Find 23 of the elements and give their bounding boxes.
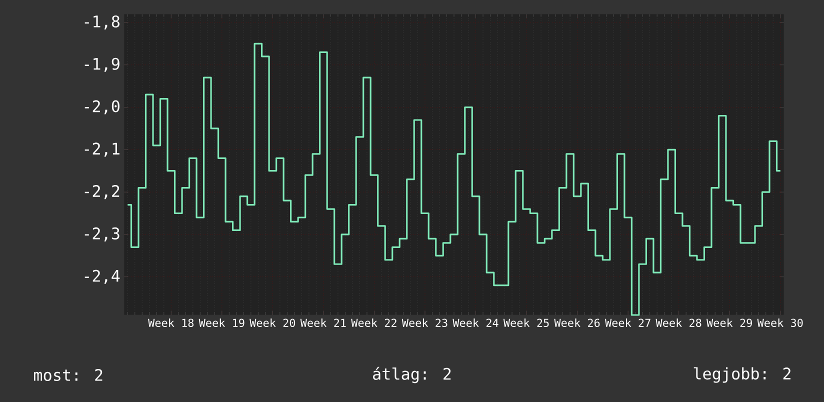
y-tick-label: -2,2 <box>84 185 120 200</box>
y-tick-label: -1,8 <box>84 15 120 30</box>
text: átlag: 2 <box>373 366 451 384</box>
x-tick-label: Week 18 <box>148 318 194 327</box>
x-tick-label: Week 22 <box>351 318 396 327</box>
x-tick-label: Week 20 <box>250 318 296 327</box>
x-tick-label: Week 28 <box>656 318 702 327</box>
x-tick-label: Week 27 <box>604 318 650 327</box>
y-tick-label: -2,1 <box>84 142 120 157</box>
x-tick-label: Week 26 <box>554 318 600 327</box>
y-tick-label: -2,0 <box>84 100 120 114</box>
text: legjobb: 2 <box>694 367 790 383</box>
text: most: 2 <box>34 368 102 382</box>
x-tick-label: Week 23 <box>402 318 448 327</box>
x-tick-label: Week 21 <box>300 318 346 327</box>
x-tick-label: Week 30 <box>757 318 803 327</box>
x-tick-label: Week 25 <box>503 318 549 327</box>
x-tick-label: Week 24 <box>452 318 498 327</box>
y-tick-label: -2,4 <box>84 270 120 284</box>
x-tick-label: Week 19 <box>198 318 244 327</box>
x-tick-label: Week 29 <box>706 318 752 327</box>
y-tick-label: -1,9 <box>84 58 120 72</box>
y-tick-label: -2,3 <box>84 227 120 242</box>
